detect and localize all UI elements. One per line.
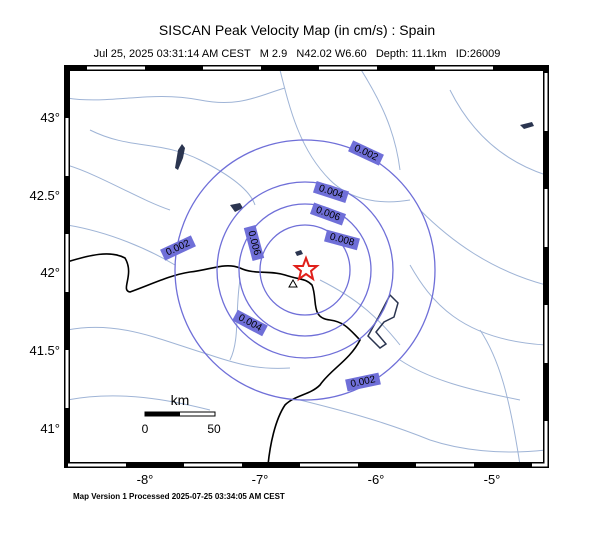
footer: Map Version 1 Processed 2025-07-25 03:34… (73, 492, 285, 501)
lakes (175, 122, 534, 349)
lat-label: 42.5° (29, 188, 60, 203)
lon-labels: -8° -7° -6° -5° (137, 472, 501, 487)
lat-label: 41° (40, 421, 60, 436)
border (67, 253, 361, 465)
contour-label: 0.006 (243, 225, 265, 261)
contour-label: 0.004 (312, 181, 350, 203)
lon-label: -6° (368, 472, 385, 487)
contour-label: 0.004 (232, 309, 268, 337)
lat-label: 42° (40, 265, 60, 280)
lon-label: -5° (484, 472, 501, 487)
lat-label: 43° (40, 110, 60, 125)
lon-label: -8° (137, 472, 154, 487)
station (288, 278, 298, 288)
scale-tick: 50 (207, 422, 221, 436)
contour-line (216, 181, 394, 359)
title: SISCAN Peak Velocity Map (in cm/s) : Spa… (159, 22, 435, 38)
contour-label: 0.002 (160, 235, 196, 261)
scale-tick: 0 (142, 422, 149, 436)
contour-label: 0.006 (309, 202, 347, 226)
contour-line (259, 224, 351, 316)
contour-line (238, 203, 372, 337)
lat-label: 41.5° (29, 343, 60, 358)
contour-label: 0.002 (345, 372, 381, 392)
contours (174, 139, 436, 401)
subtitle: Jul 25, 2025 03:31:14 AM CEST M 2.9 N42.… (94, 48, 501, 60)
contour-label-text: 0.006 (314, 205, 342, 224)
scale-bar-segment (145, 412, 180, 416)
lon-label: -7° (252, 472, 269, 487)
contour-label-text: 0.004 (236, 312, 264, 334)
rivers (67, 68, 546, 465)
contour-label: 0.008 (324, 229, 360, 251)
lat-labels: 43° 42.5° 42° 41.5° 41° (29, 110, 60, 436)
scale-unit: km (171, 392, 190, 408)
contour-label: 0.002 (348, 140, 384, 166)
contour-label-text: 0.004 (317, 183, 345, 201)
contour-label-text: 0.002 (350, 374, 377, 390)
contour-line (174, 139, 436, 401)
scale-bar: km 0 50 (142, 392, 221, 436)
contour-label-text: 0.002 (352, 143, 380, 164)
epicenter (292, 255, 320, 282)
frame-pattern (65, 66, 548, 467)
map-area: 0.002 0.002 0.002 0.004 0.004 0.006 0.00… (64, 65, 549, 468)
